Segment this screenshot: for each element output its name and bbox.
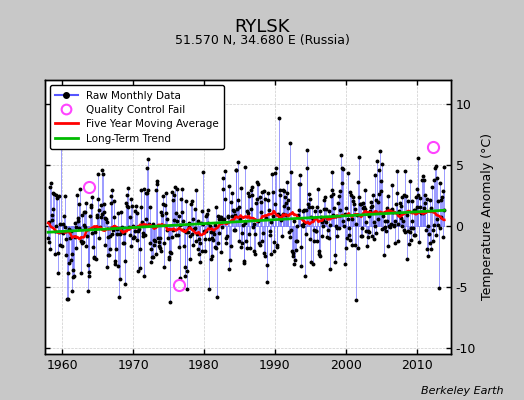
Y-axis label: Temperature Anomaly (°C): Temperature Anomaly (°C) <box>482 134 495 300</box>
Text: RYLSK: RYLSK <box>234 18 290 36</box>
Legend: Raw Monthly Data, Quality Control Fail, Five Year Moving Average, Long-Term Tren: Raw Monthly Data, Quality Control Fail, … <box>50 85 224 149</box>
Text: Berkeley Earth: Berkeley Earth <box>421 386 503 396</box>
Text: 51.570 N, 34.680 E (Russia): 51.570 N, 34.680 E (Russia) <box>174 34 350 47</box>
